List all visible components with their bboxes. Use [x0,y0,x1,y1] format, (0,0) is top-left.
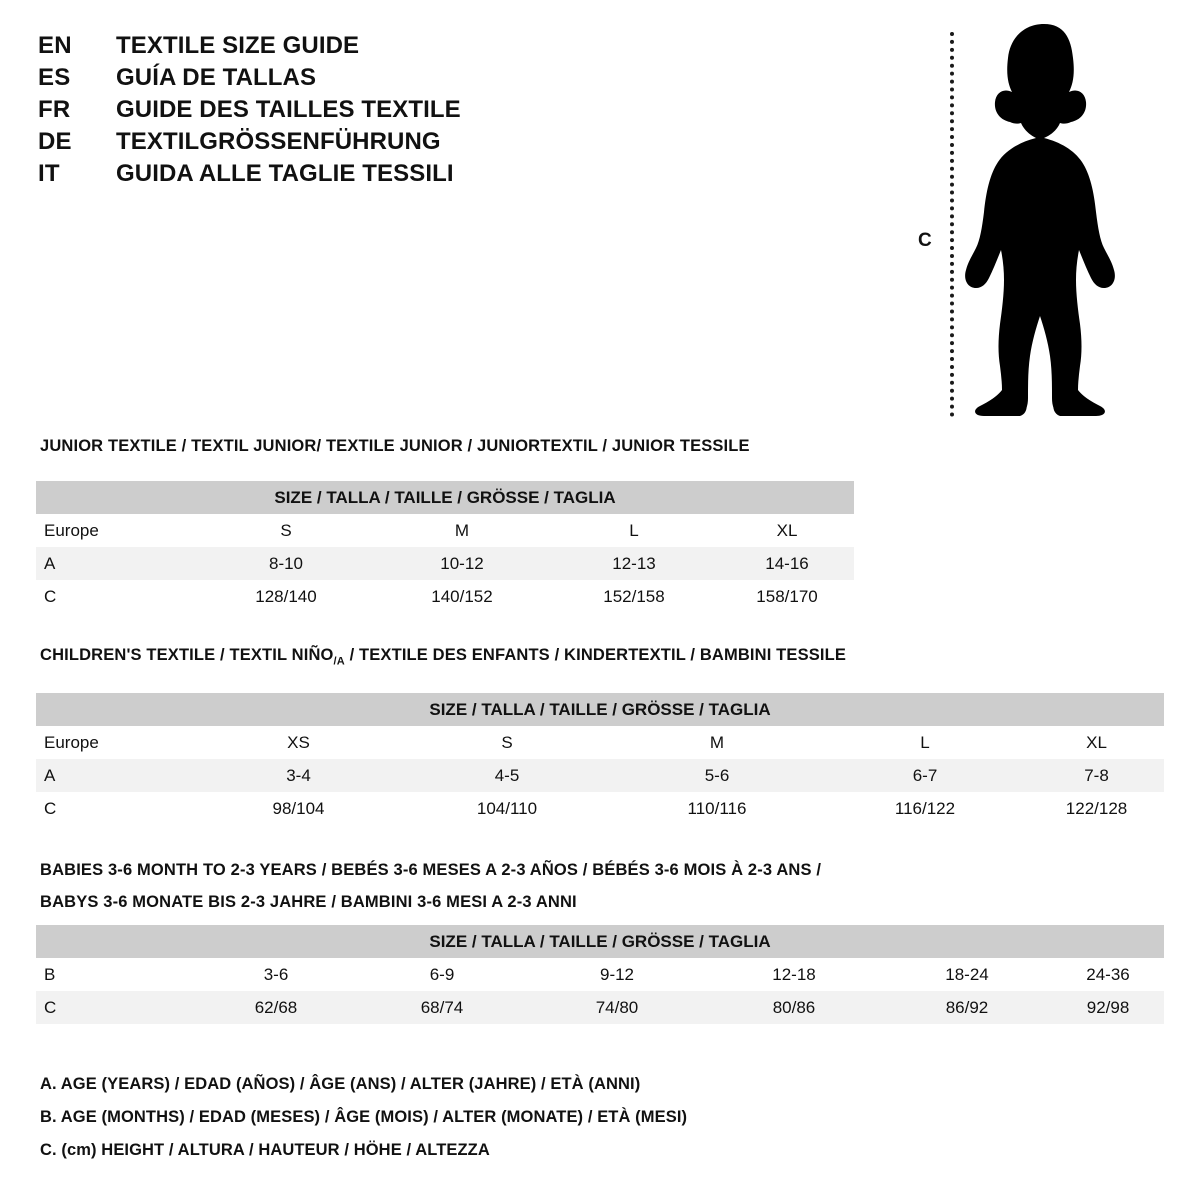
children-size-table: SIZE / TALLA / TAILLE / GRÖSSE / TAGLIA … [36,693,1165,825]
babies-cell-b-3: 12-18 [706,958,882,991]
junior-table-bar-row: SIZE / TALLA / TAILLE / GRÖSSE / TAGLIA [36,481,855,514]
children-cell-c-2: 110/116 [613,792,821,825]
junior-cell-a-3: 14-16 [720,547,855,580]
legend-block: A. AGE (YEARS) / EDAD (AÑOS) / ÂGE (ANS)… [40,1068,687,1167]
children-section-title: CHILDREN'S TEXTILE / TEXTIL NIÑO/A / TEX… [40,646,846,667]
table-row: A 3-4 4-5 5-6 6-7 7-8 [36,759,1165,792]
junior-cell-europe-2: L [548,514,720,547]
language-header-block: EN TEXTILE SIZE GUIDE ES GUÍA DE TALLAS … [38,32,638,192]
babies-bar-label: SIZE / TALLA / TAILLE / GRÖSSE / TAGLIA [36,925,1165,958]
children-row-head-a: A [36,759,196,792]
junior-cell-c-0: 128/140 [196,580,376,613]
junior-cell-c-3: 158/170 [720,580,855,613]
table-row: A 8-10 10-12 12-13 14-16 [36,547,855,580]
table-row: B 3-6 6-9 9-12 12-18 18-24 24-36 [36,958,1165,991]
babies-cell-c-5: 92/98 [1052,991,1165,1024]
children-cell-a-4: 7-8 [1029,759,1165,792]
junior-cell-europe-3: XL [720,514,855,547]
children-cell-europe-4: XL [1029,726,1165,759]
children-bar-label: SIZE / TALLA / TAILLE / GRÖSSE / TAGLIA [36,693,1165,726]
babies-cell-c-4: 86/92 [882,991,1052,1024]
children-table-bar-row: SIZE / TALLA / TAILLE / GRÖSSE / TAGLIA [36,693,1165,726]
babies-size-table: SIZE / TALLA / TAILLE / GRÖSSE / TAGLIA … [36,925,1165,1024]
junior-row-head-c: C [36,580,196,613]
language-code-de: DE [38,128,72,155]
junior-bar-label: SIZE / TALLA / TAILLE / GRÖSSE / TAGLIA [36,481,855,514]
legend-line-c: C. (cm) HEIGHT / ALTURA / HAUTEUR / HÖHE… [40,1141,490,1159]
junior-cell-c-2: 152/158 [548,580,720,613]
language-row-de: DE TEXTILGRÖSSENFÜHRUNG [38,128,638,160]
children-title-pre: CHILDREN'S TEXTILE / TEXTIL NIÑO [40,646,334,664]
language-row-es: ES GUÍA DE TALLAS [38,64,638,96]
children-cell-europe-2: M [613,726,821,759]
table-row: C 62/68 68/74 74/80 80/86 86/92 92/98 [36,991,1165,1024]
babies-table-bar-row: SIZE / TALLA / TAILLE / GRÖSSE / TAGLIA [36,925,1165,958]
junior-row-head-europe: Europe [36,514,196,547]
table-row: C 128/140 140/152 152/158 158/170 [36,580,855,613]
babies-row-head-b: B [36,958,196,991]
babies-cell-b-1: 6-9 [356,958,528,991]
children-cell-a-2: 5-6 [613,759,821,792]
children-cell-europe-0: XS [196,726,401,759]
children-cell-c-0: 98/104 [196,792,401,825]
children-row-head-c: C [36,792,196,825]
babies-cell-b-2: 9-12 [528,958,706,991]
junior-cell-europe-0: S [196,514,376,547]
children-cell-a-3: 6-7 [821,759,1029,792]
table-row: Europe S M L XL [36,514,855,547]
children-cell-europe-3: L [821,726,1029,759]
language-row-fr: FR GUIDE DES TAILLES TEXTILE [38,96,638,128]
children-title-subscript: /A [333,655,345,668]
height-measurement-figure: C [900,12,1130,422]
junior-size-table: SIZE / TALLA / TAILLE / GRÖSSE / TAGLIA … [36,481,855,613]
toddler-silhouette-icon [965,24,1115,416]
children-title-post: / TEXTILE DES ENFANTS / KINDERTEXTIL / B… [344,646,846,664]
language-title-fr: GUIDE DES TAILLES TEXTILE [116,96,461,123]
junior-section-title: JUNIOR TEXTILE / TEXTIL JUNIOR/ TEXTILE … [40,437,750,455]
language-title-en: TEXTILE SIZE GUIDE [116,32,360,59]
babies-cell-b-5: 24-36 [1052,958,1165,991]
babies-row-head-c: C [36,991,196,1024]
children-cell-c-3: 116/122 [821,792,1029,825]
measure-label-c: C [918,230,932,251]
junior-cell-a-1: 10-12 [376,547,548,580]
children-cell-a-1: 4-5 [401,759,613,792]
children-row-head-europe: Europe [36,726,196,759]
language-code-it: IT [38,160,60,187]
table-row: C 98/104 104/110 110/116 116/122 122/128 [36,792,1165,825]
children-cell-europe-1: S [401,726,613,759]
children-cell-a-0: 3-4 [196,759,401,792]
junior-cell-a-0: 8-10 [196,547,376,580]
language-title-es: GUÍA DE TALLAS [116,64,317,91]
legend-line-a: A. AGE (YEARS) / EDAD (AÑOS) / ÂGE (ANS)… [40,1075,641,1093]
language-row-it: IT GUIDA ALLE TAGLIE TESSILI [38,160,638,192]
table-row: Europe XS S M L XL [36,726,1165,759]
babies-cell-c-1: 68/74 [356,991,528,1024]
babies-section-title-line2: BABYS 3-6 MONATE BIS 2-3 JAHRE / BAMBINI… [40,893,577,911]
junior-cell-c-1: 140/152 [376,580,548,613]
height-dotted-line [950,32,954,417]
language-title-it: GUIDA ALLE TAGLIE TESSILI [116,160,454,187]
language-row-en: EN TEXTILE SIZE GUIDE [38,32,638,64]
babies-section-title-line1: BABIES 3-6 MONTH TO 2-3 YEARS / BEBÉS 3-… [40,861,822,879]
children-cell-c-1: 104/110 [401,792,613,825]
legend-line-b: B. AGE (MONTHS) / EDAD (MESES) / ÂGE (MO… [40,1108,688,1126]
babies-cell-c-0: 62/68 [196,991,356,1024]
babies-cell-c-3: 80/86 [706,991,882,1024]
babies-cell-c-2: 74/80 [528,991,706,1024]
language-code-en: EN [38,32,72,59]
babies-cell-b-0: 3-6 [196,958,356,991]
junior-cell-europe-1: M [376,514,548,547]
language-title-de: TEXTILGRÖSSENFÜHRUNG [116,128,441,155]
babies-cell-b-4: 18-24 [882,958,1052,991]
children-cell-c-4: 122/128 [1029,792,1165,825]
language-code-es: ES [38,64,71,91]
junior-cell-a-2: 12-13 [548,547,720,580]
junior-row-head-a: A [36,547,196,580]
language-code-fr: FR [38,96,71,123]
